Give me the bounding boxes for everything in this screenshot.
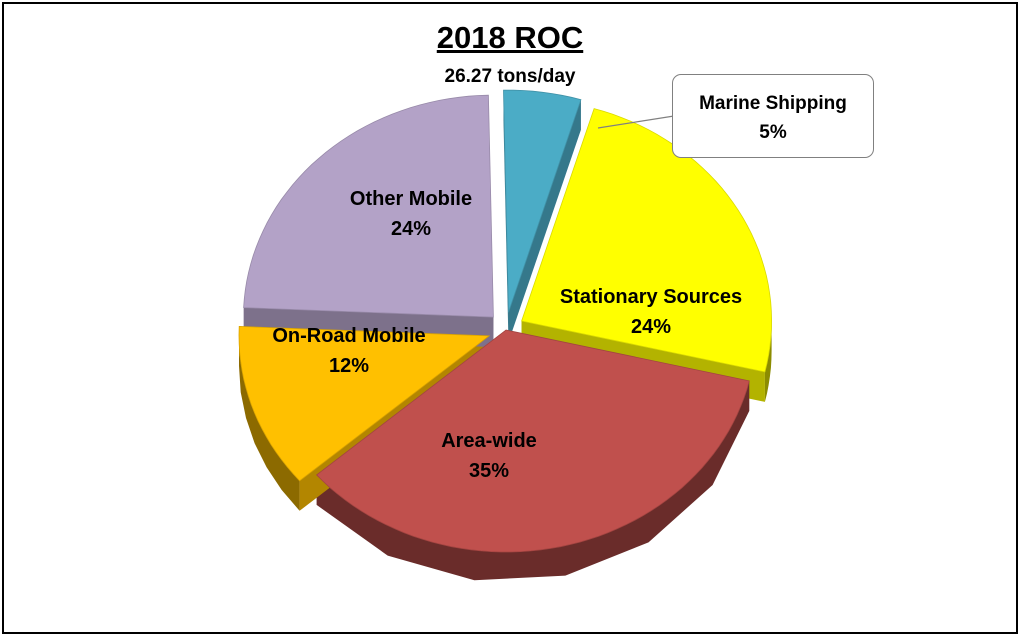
slice-label-marine-shipping: Marine Shipping (699, 93, 847, 114)
slice-face-marine-shipping (508, 99, 581, 343)
slice-marine-shipping (503, 89, 582, 313)
slice-value-other-mobile: 24% (390, 218, 432, 240)
slice-area-wide (315, 329, 750, 553)
slice-label-other-mobile: Other Mobile (349, 188, 473, 210)
slice-on-road-mobile (238, 325, 491, 482)
callout-leader-line (597, 115, 675, 129)
callout-marine-shipping: Marine Shipping 5% (672, 74, 874, 158)
label-other-mobile: Other Mobile 24% (350, 184, 472, 244)
pie-slices (238, 89, 773, 553)
slice-label-area-wide: Area-wide (441, 430, 537, 452)
slice-value-on-road-mobile: 12% (328, 355, 370, 377)
slice-value-stationary-sources: 24% (630, 316, 672, 338)
label-area-wide: Area-wide 35% (441, 426, 537, 486)
slice-label-on-road-mobile: On-Road Mobile (272, 325, 426, 347)
slice-stationary-sources (521, 108, 773, 373)
chart-subtitle: 26.27 tons/day (444, 66, 576, 87)
chart-title: 2018 ROC (436, 20, 584, 55)
slice-value-area-wide: 35% (468, 460, 510, 482)
label-stationary-sources: Stationary Sources 24% (560, 282, 742, 342)
slice-side-on-road-mobile (239, 335, 300, 511)
label-on-road-mobile: On-Road Mobile 12% (272, 321, 425, 381)
slice-side-stationary-sources (764, 321, 772, 402)
slice-side-area-wide (316, 380, 750, 581)
slice-other-mobile (243, 94, 494, 318)
slice-value-marine-shipping: 5% (759, 122, 787, 143)
slice-label-stationary-sources: Stationary Sources (559, 286, 743, 308)
